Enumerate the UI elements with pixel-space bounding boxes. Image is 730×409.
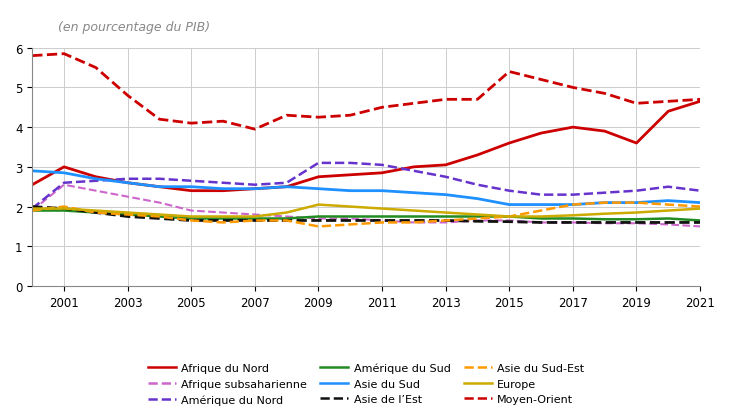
- Legend: Afrique du Nord, Afrique subsaharienne, Amérique du Nord, Amérique du Sud, Asie : Afrique du Nord, Afrique subsaharienne, …: [143, 358, 589, 409]
- Text: (en pourcentage du PIB): (en pourcentage du PIB): [58, 20, 210, 34]
